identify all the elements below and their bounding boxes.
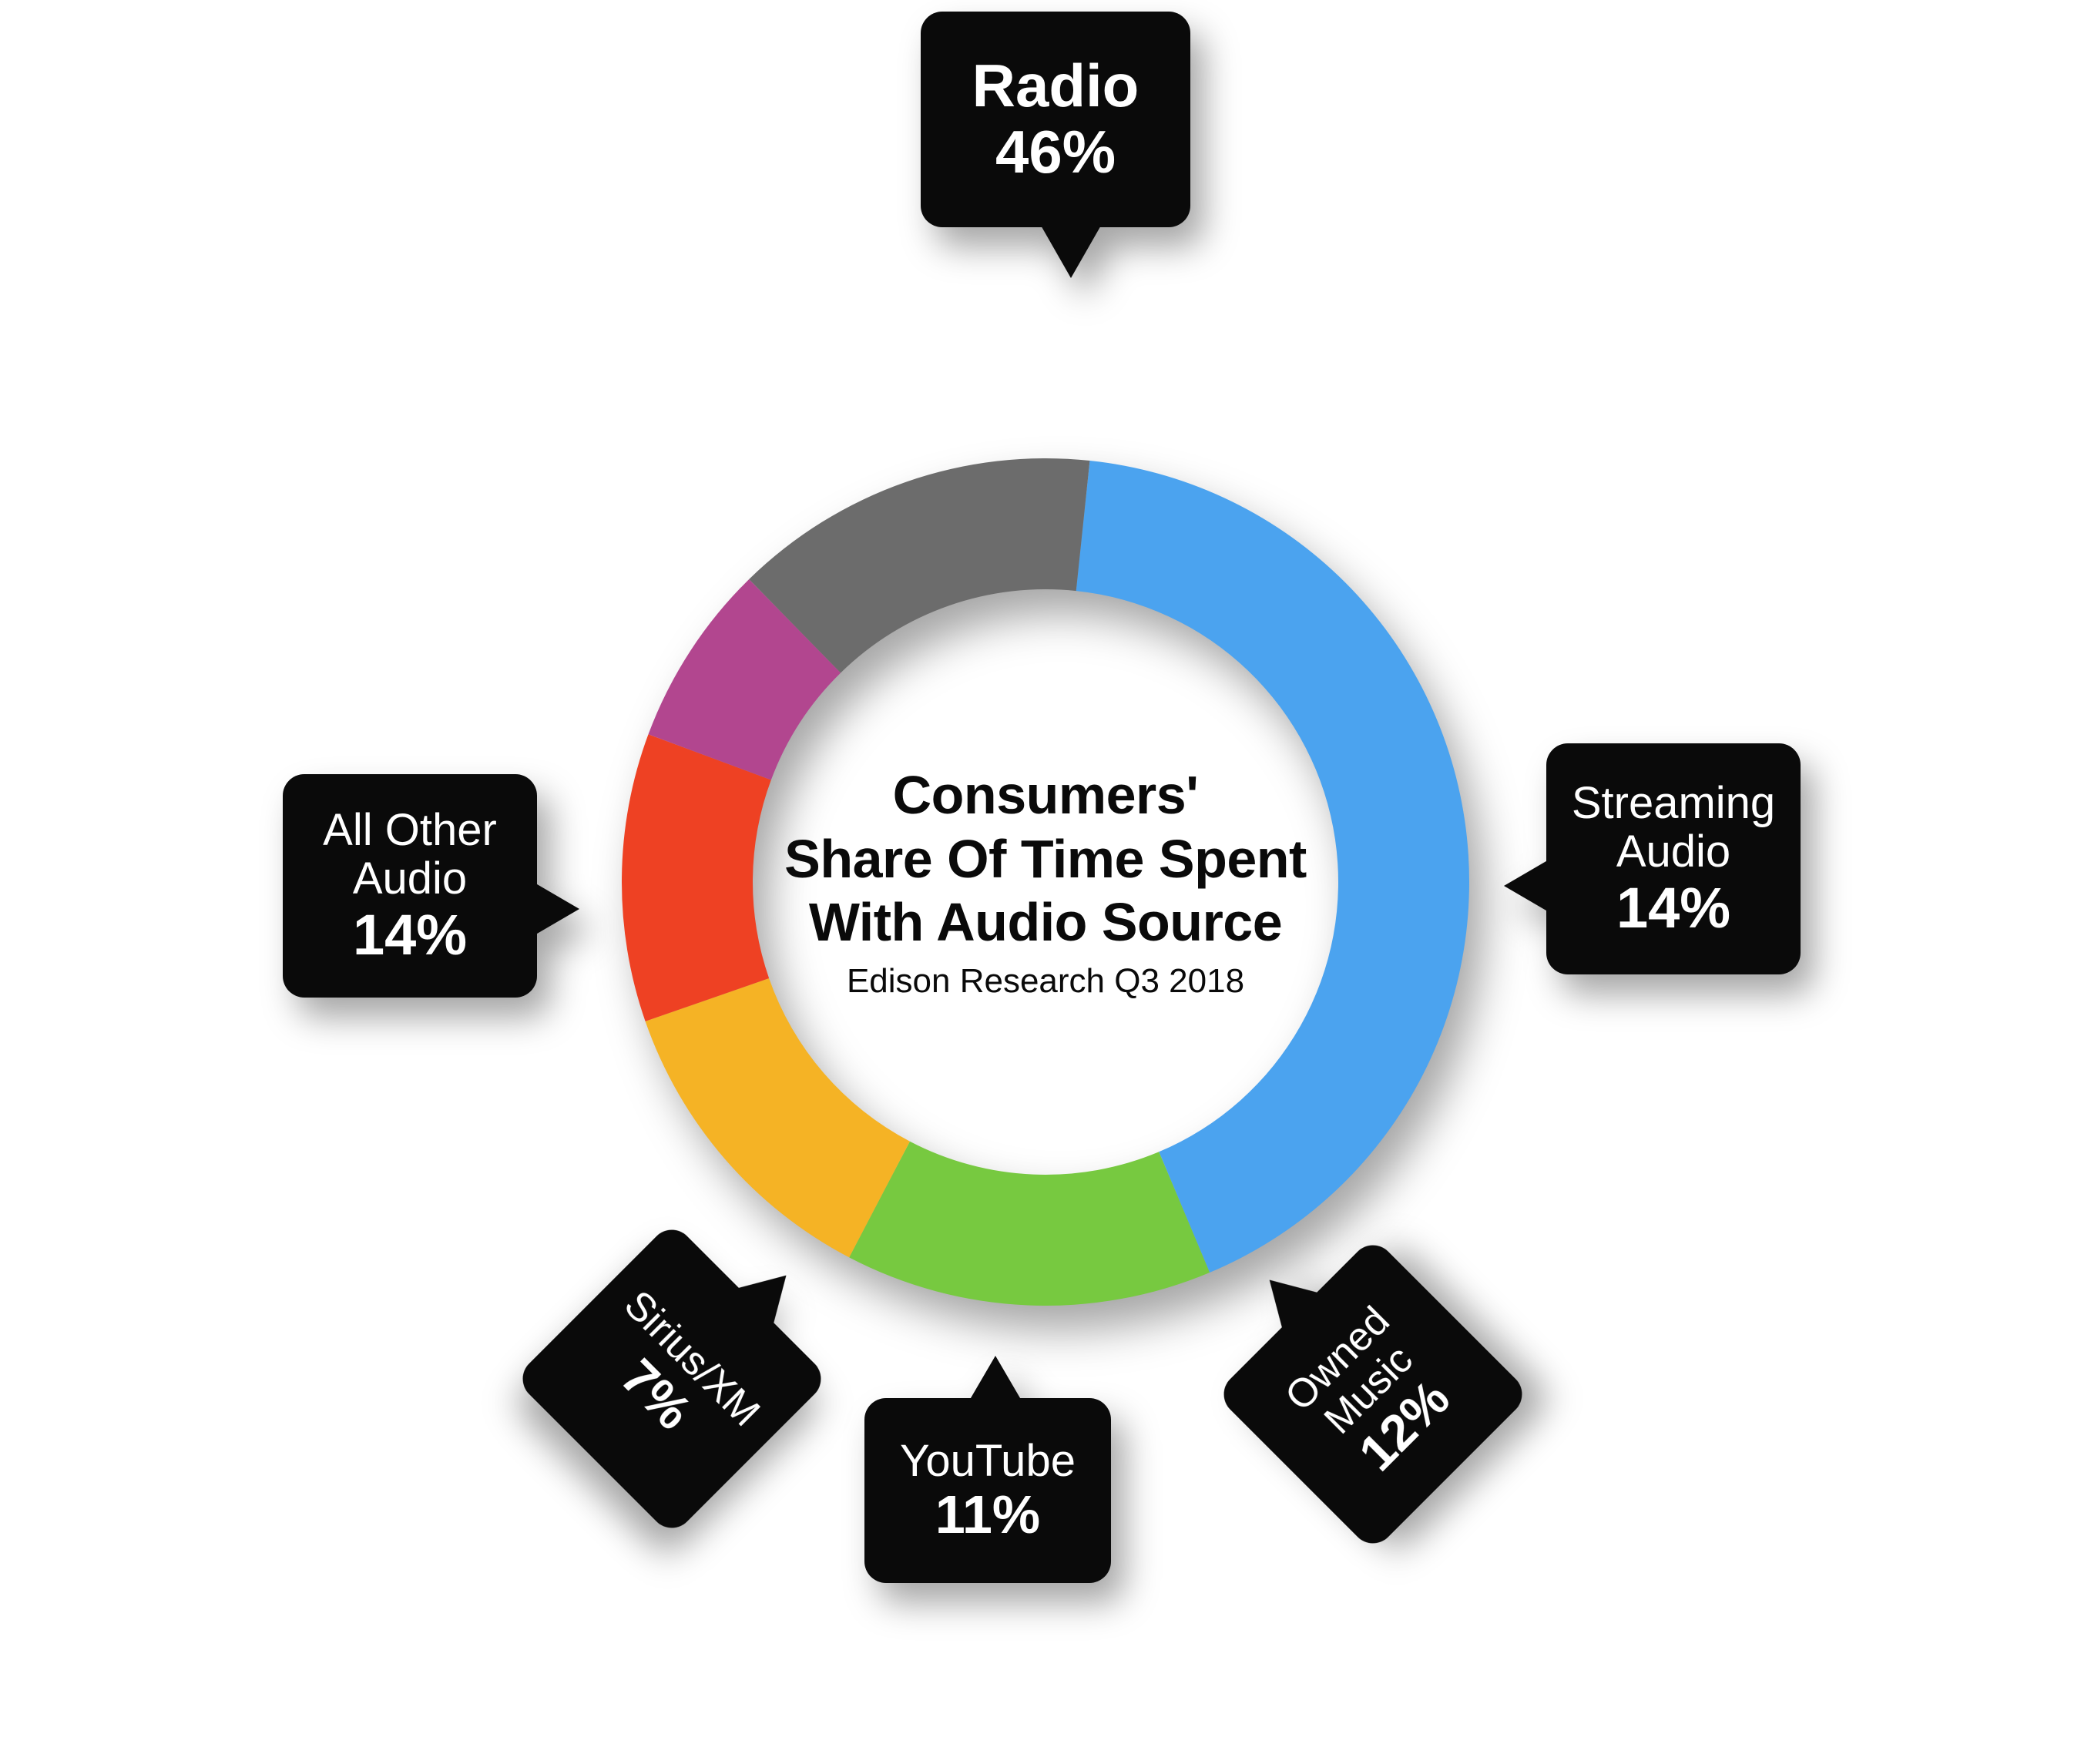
title-line-3: With Audio Source [809, 892, 1282, 952]
chart-title: Consumers' Share Of Time Spent With Audi… [737, 763, 1354, 954]
chart-container: Consumers' Share Of Time Spent With Audi… [121, 35, 1970, 1729]
chart-center-text: Consumers' Share Of Time Spent With Audi… [737, 763, 1354, 1001]
callout-youtube: YouTube11% [864, 1398, 1111, 1583]
callout-pointer-icon [1504, 859, 1550, 913]
title-line-1: Consumers' [893, 765, 1199, 825]
slice-streaming-audio [849, 1142, 1210, 1306]
callout-label: Radio [972, 53, 1139, 119]
callout-percent: 14% [353, 904, 467, 966]
callout-pointer-icon [533, 882, 579, 936]
callout-radio: Radio46% [921, 12, 1190, 227]
chart-subtitle: Edison Research Q3 2018 [737, 962, 1354, 1001]
callout-percent: 11% [935, 1485, 1040, 1544]
callout-percent: 14% [1616, 877, 1730, 939]
callout-pointer-icon [1040, 224, 1102, 278]
callout-all-other-audio: All OtherAudio14% [283, 774, 537, 998]
callout-label: Audio [353, 854, 467, 904]
callout-streaming-audio: StreamingAudio14% [1546, 743, 1801, 974]
callout-label: Streaming [1572, 779, 1775, 828]
title-line-2: Share Of Time Spent [784, 829, 1307, 889]
callout-pointer-icon [968, 1356, 1022, 1402]
callout-percent: 46% [995, 119, 1116, 186]
callout-label: YouTube [900, 1437, 1076, 1486]
callout-label: Audio [1616, 827, 1730, 877]
slice-owned-music [646, 978, 910, 1257]
callout-label: All Other [323, 806, 497, 855]
